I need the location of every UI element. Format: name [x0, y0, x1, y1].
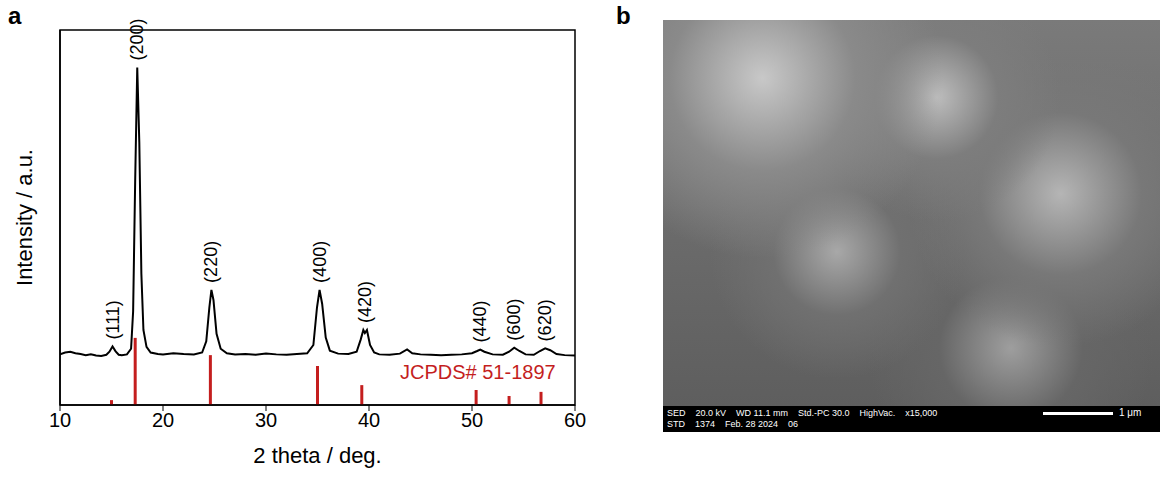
- svg-text:20: 20: [152, 409, 174, 431]
- html-text:b: b: [616, 2, 631, 29]
- html-text:20.0 kV: 20.0 kV: [695, 408, 726, 418]
- html-text:JCPDS# 51-1897: JCPDS# 51-1897: [400, 361, 556, 383]
- svg-text:40: 40: [358, 409, 380, 431]
- svg-text:(420): (420): [355, 281, 375, 323]
- html-text:x15,000: x15,000: [905, 408, 938, 418]
- html-text:a: a: [8, 2, 22, 29]
- svg-text:50: 50: [461, 409, 483, 431]
- html-text:1374: 1374: [695, 419, 715, 429]
- svg-text:60: 60: [564, 409, 586, 431]
- html-text:STD: STD: [667, 419, 685, 429]
- svg-text:(111): (111): [103, 300, 123, 339]
- html-text:WD 11.1 mm: WD 11.1 mm: [736, 408, 788, 418]
- svg-text:Intensity / a.u.: Intensity / a.u.: [12, 149, 37, 286]
- html-text:SED: SED: [667, 408, 686, 418]
- svg-text:(440): (440): [470, 300, 490, 342]
- html-text:Feb. 28 2024: Feb. 28 2024: [725, 419, 779, 429]
- svg-text:(220): (220): [201, 241, 221, 283]
- html-text:1 μm: 1 μm: [1119, 407, 1142, 418]
- svg-text:(400): (400): [310, 241, 330, 283]
- svg-text:(200): (200): [127, 18, 147, 60]
- svg-text:10: 10: [49, 409, 71, 431]
- svg-text:(600): (600): [504, 299, 524, 341]
- svg-text:2 theta / deg.: 2 theta / deg.: [253, 443, 381, 468]
- svg-text:30: 30: [255, 409, 277, 431]
- html-text:06: 06: [788, 419, 799, 429]
- html-text:Std.-PC 30.0: Std.-PC 30.0: [797, 408, 850, 418]
- svg-text:(620): (620): [535, 299, 555, 341]
- html-text:HighVac.: HighVac.: [859, 408, 896, 418]
